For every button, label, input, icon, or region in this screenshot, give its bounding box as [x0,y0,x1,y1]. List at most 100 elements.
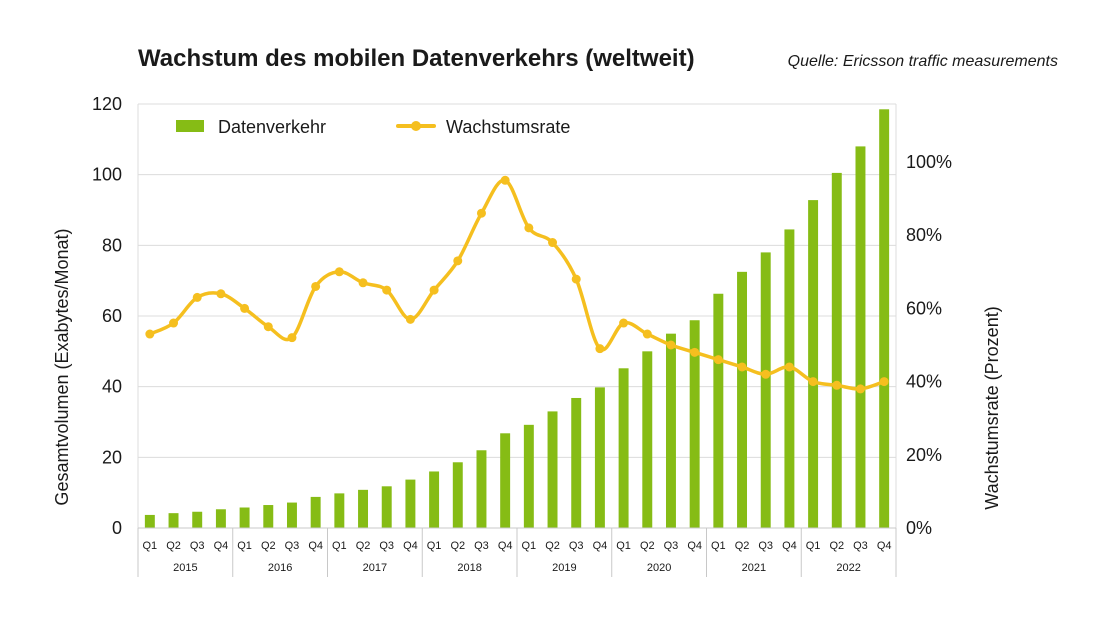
bar [665,333,676,528]
bar [144,514,155,528]
legend-swatch-marker [411,121,421,131]
y-tick-right: 0% [906,518,932,538]
line-point [358,278,368,288]
x-tick-quarter: Q3 [758,540,773,552]
line-point [311,281,321,291]
bar [571,397,582,528]
x-tick-year: 2017 [363,562,387,574]
bar [618,368,629,528]
line-point [571,274,581,284]
bar [760,252,771,528]
bar [808,200,819,528]
x-tick-quarter: Q1 [237,540,252,552]
x-tick-quarter: Q3 [569,540,584,552]
y-tick-right: 20% [906,445,942,465]
x-tick-quarter: Q4 [687,540,702,552]
bar [405,479,416,528]
bar [286,502,297,528]
line-point [192,292,202,302]
line-point [832,380,842,390]
line-point [808,377,818,387]
x-tick-quarter: Q3 [285,540,300,552]
x-tick-quarter: Q4 [782,540,797,552]
x-tick-quarter: Q4 [877,540,892,552]
line-series [145,175,889,394]
line-point [619,318,629,328]
x-tick-year: 2021 [742,562,766,574]
chart-source: Quelle: Ericsson traffic measurements [788,53,1058,70]
x-tick-quarter: Q2 [640,540,655,552]
growth-line [149,178,885,391]
line-point [855,384,865,394]
legend-label-line: Wachstumsrate [446,117,570,137]
y-tick-right: 100% [906,152,952,172]
x-tick-quarter: Q1 [143,540,158,552]
line-point [784,362,794,372]
bar [192,511,203,528]
legend-swatch-bar [176,120,204,132]
x-tick-year: 2022 [836,562,860,574]
line-point [595,344,605,354]
x-tick-quarter: Q2 [735,540,750,552]
y-tick-left: 80 [102,235,122,255]
line-point [690,347,700,357]
legend: Datenverkehr Wachstumsrate [176,117,570,137]
line-point [263,322,273,332]
bar [642,351,653,528]
y-tick-right: 60% [906,298,942,318]
x-tick-quarter: Q4 [498,540,513,552]
bar [737,271,748,528]
x-tick-year: 2016 [268,562,292,574]
bar [547,411,558,528]
bar [310,496,321,528]
x-tick-quarter: Q2 [829,540,844,552]
line-point [240,303,250,313]
line-point [382,285,392,295]
y-tick-right: 80% [906,225,942,245]
bar [452,462,463,528]
bar [381,486,392,528]
y-tick-left: 60 [102,306,122,326]
x-tick-quarter: Q2 [166,540,181,552]
x-tick-year: 2019 [552,562,576,574]
bar [263,505,274,528]
line-point [334,267,344,277]
x-tick-quarter: Q4 [308,540,323,552]
line-point [666,340,676,350]
bar [879,109,890,529]
bar [476,450,487,528]
y-tick-left: 40 [102,377,122,397]
line-point [642,329,652,339]
line-point [713,355,723,365]
x-tick-quarter: Q4 [593,540,608,552]
bar [855,146,866,528]
line-point [476,208,486,218]
x-tick-quarter: Q4 [214,540,229,552]
bar [239,507,250,528]
line-point [500,175,510,185]
y-axis-left-title: Gesamtvolumen (Exabytes/Monat) [52,228,72,505]
x-tick-quarter: Q2 [261,540,276,552]
x-tick-quarter: Q2 [545,540,560,552]
x-tick-quarter: Q1 [522,540,537,552]
bar [358,489,369,528]
bar-series [144,109,890,529]
line-point [737,362,747,372]
y-tick-left: 0 [112,518,122,538]
line-point [287,333,297,343]
x-tick-quarter: Q1 [711,540,726,552]
line-point [548,238,558,248]
axes: 0 20 40 60 80 100 120 0% 20% 40% 60% 80% 100% Q1 Q2 Q3 Q… [92,94,952,577]
line-point [761,369,771,379]
y-tick-right: 40% [906,372,942,392]
line-point [879,377,889,387]
x-tick-quarter: Q1 [806,540,821,552]
bar [831,172,842,528]
x-tick-quarter: Q3 [853,540,868,552]
line-point [169,318,179,328]
grid-lines [137,103,897,529]
x-tick-year: 2015 [173,562,197,574]
bar [429,471,440,528]
bar [784,229,795,528]
